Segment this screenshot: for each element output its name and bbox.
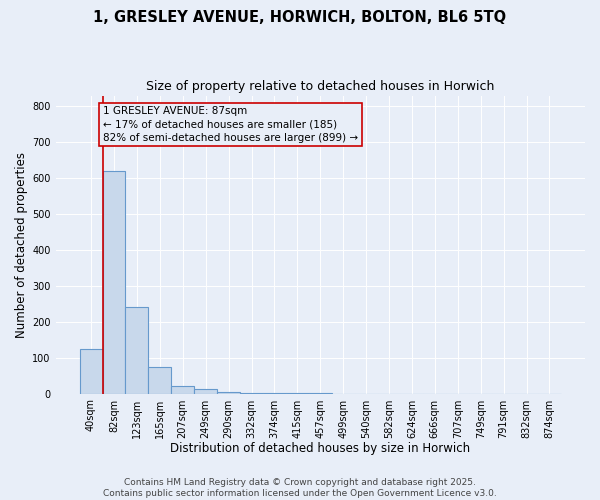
Bar: [148, 366, 171, 394]
Text: 1 GRESLEY AVENUE: 87sqm
← 17% of detached houses are smaller (185)
82% of semi-d: 1 GRESLEY AVENUE: 87sqm ← 17% of detache…: [103, 106, 358, 142]
X-axis label: Distribution of detached houses by size in Horwich: Distribution of detached houses by size …: [170, 442, 470, 455]
Bar: [103, 171, 125, 394]
Bar: [80, 348, 103, 394]
Bar: [194, 390, 217, 394]
Bar: [171, 386, 194, 394]
Bar: [217, 392, 240, 394]
Text: Contains HM Land Registry data © Crown copyright and database right 2025.
Contai: Contains HM Land Registry data © Crown c…: [103, 478, 497, 498]
Y-axis label: Number of detached properties: Number of detached properties: [15, 152, 28, 338]
Bar: [125, 308, 148, 394]
Bar: [240, 392, 263, 394]
Bar: [263, 393, 286, 394]
Title: Size of property relative to detached houses in Horwich: Size of property relative to detached ho…: [146, 80, 494, 93]
Text: 1, GRESLEY AVENUE, HORWICH, BOLTON, BL6 5TQ: 1, GRESLEY AVENUE, HORWICH, BOLTON, BL6 …: [94, 10, 506, 25]
